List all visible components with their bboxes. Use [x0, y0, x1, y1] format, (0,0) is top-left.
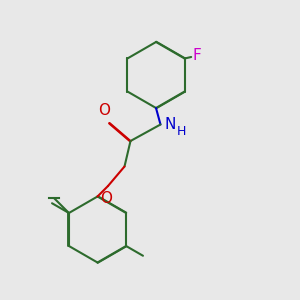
Text: N: N — [164, 117, 176, 132]
Text: F: F — [192, 48, 201, 63]
Text: O: O — [100, 191, 112, 206]
Text: H: H — [177, 125, 186, 139]
Text: O: O — [98, 103, 110, 118]
